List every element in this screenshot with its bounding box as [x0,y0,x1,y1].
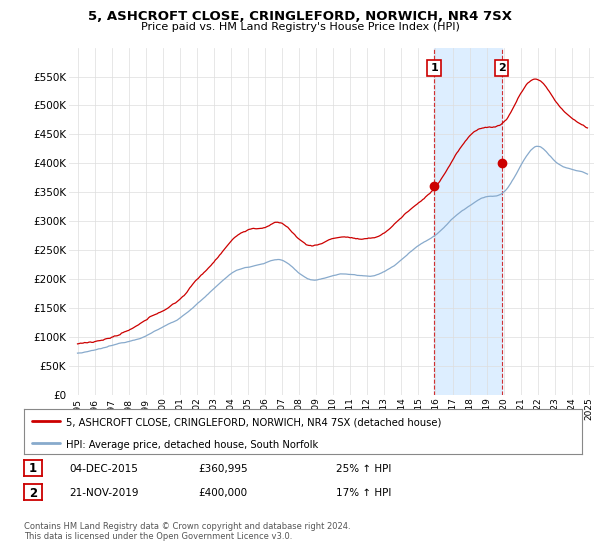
Text: 5, ASHCROFT CLOSE, CRINGLEFORD, NORWICH, NR4 7SX (detached house): 5, ASHCROFT CLOSE, CRINGLEFORD, NORWICH,… [66,418,441,428]
Text: Contains HM Land Registry data © Crown copyright and database right 2024.
This d: Contains HM Land Registry data © Crown c… [24,522,350,542]
Text: 25% ↑ HPI: 25% ↑ HPI [336,464,391,474]
Text: £360,995: £360,995 [198,464,248,474]
Text: 2: 2 [29,487,37,500]
Text: Price paid vs. HM Land Registry's House Price Index (HPI): Price paid vs. HM Land Registry's House … [140,22,460,32]
Bar [434,48,502,395]
Text: 5, ASHCROFT CLOSE, CRINGLEFORD, NORWICH, NR4 7SX: 5, ASHCROFT CLOSE, CRINGLEFORD, NORWICH,… [88,10,512,23]
Text: 17% ↑ HPI: 17% ↑ HPI [336,488,391,498]
Text: 04-DEC-2015: 04-DEC-2015 [69,464,138,474]
Text: HPI: Average price, detached house, South Norfolk: HPI: Average price, detached house, Sout… [66,440,318,450]
Text: 1: 1 [430,63,438,73]
Text: 2: 2 [498,63,505,73]
Text: 21-NOV-2019: 21-NOV-2019 [69,488,139,498]
Text: 1: 1 [29,463,37,475]
Text: £400,000: £400,000 [198,488,247,498]
